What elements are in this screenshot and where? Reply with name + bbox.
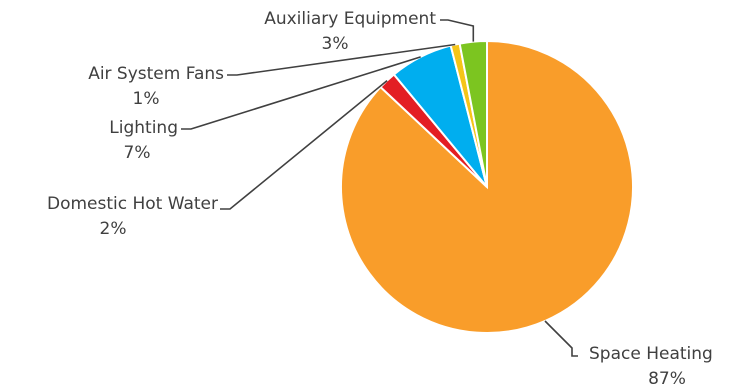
- leader-air-system-fans: [227, 43, 456, 76]
- leader-lines: [181, 19, 578, 357]
- label-domestic-hot-water-pct: 2%: [100, 219, 127, 239]
- label-lighting-pct: 7%: [124, 143, 151, 163]
- label-space-heating-name: Space Heating: [589, 344, 713, 364]
- label-air-system-fans-name: Air System Fans: [88, 64, 224, 84]
- pie-slices: [340, 39, 635, 334]
- label-auxiliary-equipment-name: Auxiliary Equipment: [264, 9, 436, 29]
- leader-space-heating: [544, 320, 578, 357]
- label-auxiliary-equipment-pct: 3%: [322, 34, 349, 54]
- slice-auxiliary-equipment: [458, 39, 488, 188]
- leader-domestic-hot-water: [220, 79, 388, 210]
- label-lighting-name: Lighting: [109, 118, 178, 138]
- label-space-heating-pct: 87%: [648, 369, 686, 388]
- label-air-system-fans-pct: 1%: [133, 89, 160, 109]
- leader-lighting: [181, 56, 421, 130]
- label-domestic-hot-water-name: Domestic Hot Water: [47, 194, 218, 214]
- leader-auxiliary-equipment: [440, 19, 475, 42]
